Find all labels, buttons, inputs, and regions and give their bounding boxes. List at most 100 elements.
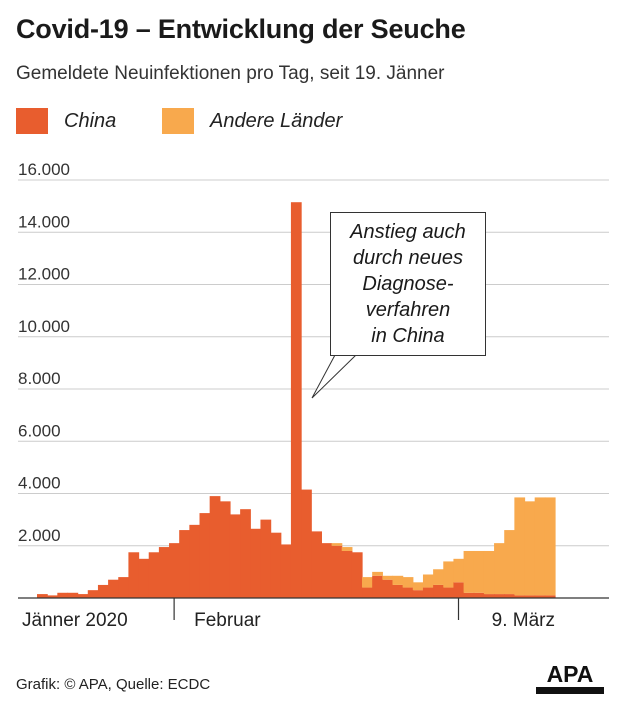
bar-andere-laender [392, 575, 404, 585]
bar-china [37, 594, 48, 598]
bar-china [422, 587, 434, 598]
bar-china [473, 592, 485, 598]
bar-china [494, 594, 505, 598]
bar-andere-laender [524, 501, 536, 596]
bar-china [453, 582, 465, 598]
bar-china [392, 584, 404, 598]
x-tick-label: Februar [194, 610, 261, 631]
bar-andere-laender [433, 569, 444, 585]
bar-china [138, 558, 150, 598]
y-tick-label: 4.000 [18, 474, 61, 493]
apa-logo-text: APA [547, 661, 594, 687]
bar-andere-laender [494, 543, 505, 595]
y-tick-label: 2.000 [18, 526, 61, 545]
bar-china [524, 595, 536, 598]
bar-china [402, 587, 414, 598]
bar-china [362, 587, 373, 598]
chart-subtitle: Gemeldete Neuinfektionen pro Tag, seit 1… [16, 63, 445, 84]
y-tick-label: 16.000 [18, 160, 70, 179]
bar-china [372, 575, 383, 598]
legend-swatch-china [16, 108, 48, 134]
bar-china [108, 579, 119, 598]
y-tick-label: 6.000 [18, 421, 61, 440]
gridlines [18, 179, 609, 547]
bar-andere-laender [453, 558, 465, 583]
bar-china [179, 530, 190, 598]
y-tick-label: 12.000 [18, 265, 70, 284]
legend-item-andere-laender: Andere Länder [162, 108, 342, 134]
bar-andere-laender [534, 497, 546, 596]
bar-china [57, 592, 69, 598]
bar-china [219, 501, 231, 598]
chart-title: Covid-19 – Entwicklung der Seuche [16, 14, 466, 44]
y-tick-label: 10.000 [18, 317, 70, 336]
bar-andere-laender [483, 550, 495, 595]
legend-swatch-andere-laender [162, 108, 194, 134]
tick-labels: 2.000 4.000 6.000 8.000 10.000 12.000 14.000 16… [18, 160, 555, 631]
bars [37, 202, 556, 599]
bar-andere-laender [402, 577, 414, 588]
bar-andere-laender [473, 550, 485, 593]
bar-andere-laender [514, 497, 526, 596]
x-tick-label: 9. März [492, 610, 555, 631]
bar-andere-laender [331, 543, 343, 546]
bar-china [97, 584, 109, 598]
bar-china [341, 550, 353, 598]
bar-china [331, 545, 343, 598]
bar-china [544, 595, 556, 598]
annotation-callout: Anstieg auch durch neues Diagnose- verfa… [330, 212, 486, 356]
bar-china [199, 513, 211, 598]
bar-china [463, 592, 475, 598]
source-credit: Grafik: © APA, Quelle: ECDC [16, 676, 211, 693]
legend-item-china: China [16, 108, 116, 134]
x-axis [18, 597, 609, 620]
bar-andere-laender [443, 561, 455, 588]
bar-china [514, 595, 526, 598]
bar-china [209, 496, 221, 598]
bar-andere-laender [362, 577, 373, 588]
bar-china [270, 532, 282, 598]
legend-label-china: China [64, 109, 117, 132]
legend-label-andere-laender: Andere Länder [210, 109, 343, 132]
bar-china [128, 552, 140, 598]
bar-andere-laender [372, 571, 383, 576]
bar-chart: 2.000 4.000 6.000 8.000 10.000 12.000 14.000 16… [18, 160, 609, 631]
bar-china [118, 577, 130, 598]
x-tick-label: Jänner 2020 [22, 610, 128, 631]
bar-china [158, 547, 170, 598]
bar-china [443, 587, 455, 598]
bar-china [433, 584, 444, 598]
bar-china [87, 590, 99, 598]
y-tick-label: 14.000 [18, 212, 70, 231]
bar-china [250, 528, 262, 598]
bar-china [240, 509, 251, 598]
bar-andere-laender [504, 530, 515, 595]
bar-china [148, 552, 160, 598]
bar-china [280, 544, 292, 598]
bar-china [290, 202, 302, 599]
bar-andere-laender [382, 575, 394, 580]
bar-china [47, 595, 58, 598]
bar-china [189, 524, 201, 598]
y-tick-label: 8.000 [18, 369, 61, 388]
bar-china [67, 592, 79, 598]
bar-china [77, 594, 89, 598]
bar-china [382, 579, 394, 598]
bar-andere-laender [463, 550, 475, 593]
bar-china [321, 543, 333, 598]
bar-china [311, 531, 322, 598]
bar-andere-laender [422, 574, 434, 588]
bar-china [504, 594, 515, 598]
apa-logo: APA [536, 661, 604, 694]
bar-china [260, 519, 272, 598]
bar-andere-laender [341, 547, 353, 551]
bar-china [534, 595, 546, 598]
annotation-text: Anstieg auch durch neues Diagnose- verfa… [350, 221, 466, 347]
bar-china [351, 552, 363, 598]
bar-andere-laender [412, 582, 424, 591]
bar-china [301, 489, 312, 598]
bar-china [169, 543, 180, 598]
bar-china [483, 594, 495, 598]
bar-china [412, 590, 424, 598]
bar-andere-laender [544, 497, 556, 596]
